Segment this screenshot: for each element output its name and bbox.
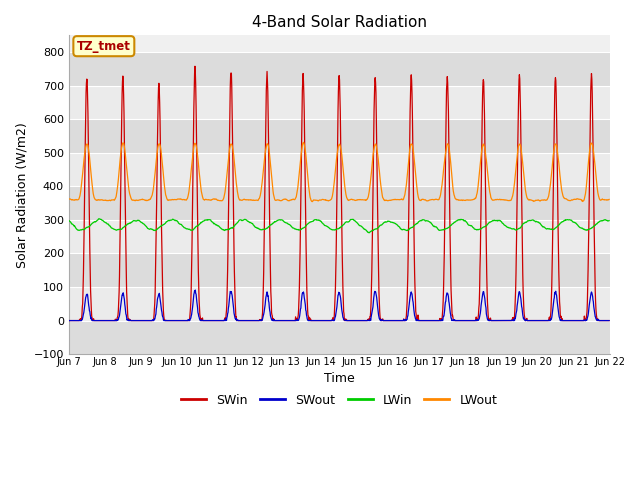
Bar	[68, 52, 609, 85]
Legend: SWin, SWout, LWin, LWout: SWin, SWout, LWin, LWout	[176, 389, 502, 412]
Bar	[68, 321, 609, 354]
X-axis label: Time: Time	[324, 372, 355, 385]
Bar	[68, 253, 609, 287]
Bar	[68, 153, 609, 186]
Bar	[68, 186, 609, 220]
Bar	[68, 85, 609, 119]
Y-axis label: Solar Radiation (W/m2): Solar Radiation (W/m2)	[15, 122, 28, 268]
Bar	[68, 119, 609, 153]
Bar	[68, 220, 609, 253]
Text: TZ_tmet: TZ_tmet	[77, 40, 131, 53]
Bar	[68, 287, 609, 321]
Title: 4-Band Solar Radiation: 4-Band Solar Radiation	[252, 15, 427, 30]
